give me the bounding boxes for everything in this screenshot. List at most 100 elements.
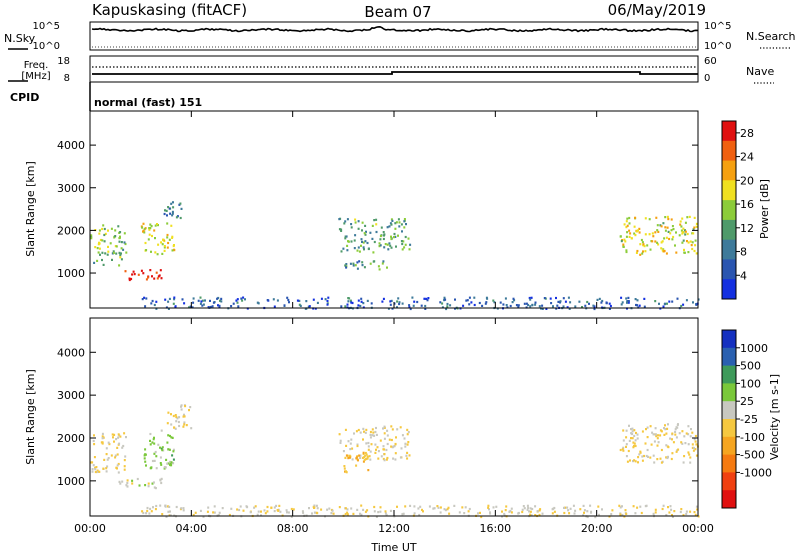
echo-cell xyxy=(111,252,114,255)
echo-cell xyxy=(654,511,657,514)
echo-cell xyxy=(338,218,341,221)
echo-cell xyxy=(112,250,115,253)
echo-cell xyxy=(396,428,399,431)
echo-cell xyxy=(534,303,537,306)
echo-cell xyxy=(590,511,592,514)
echo-cell xyxy=(409,307,412,311)
echo-cell xyxy=(339,441,342,444)
echo-cell xyxy=(692,301,694,304)
x-axis-label: Time UT xyxy=(370,541,416,554)
echo-cell xyxy=(119,231,122,234)
echo-cell xyxy=(144,484,147,487)
echo-cell xyxy=(150,510,153,513)
echo-cell xyxy=(501,510,503,513)
echo-cell xyxy=(666,456,669,460)
echo-cell xyxy=(98,232,101,235)
echo-cell xyxy=(555,307,558,310)
echo-cell xyxy=(148,227,151,230)
echo-cell xyxy=(185,424,188,427)
freq-panel: 18 8 Freq. [MHz] 60 0 Nave xyxy=(8,55,774,84)
echo-cell xyxy=(120,241,123,244)
power-x-ticks xyxy=(89,111,699,308)
echo-cell xyxy=(120,252,122,255)
echo-cell xyxy=(168,207,171,210)
echo-cell xyxy=(390,438,393,442)
echo-cell xyxy=(633,444,635,448)
echo-cell xyxy=(627,300,630,303)
echo-cell xyxy=(98,247,101,250)
echo-cell xyxy=(417,507,420,510)
echo-cell xyxy=(401,513,404,516)
echo-cell xyxy=(366,455,369,458)
echo-cell xyxy=(362,508,365,511)
echo-cell xyxy=(395,245,397,248)
echo-cell xyxy=(93,443,96,446)
echo-cell xyxy=(115,245,118,248)
echo-cell xyxy=(468,303,471,306)
echo-cell xyxy=(95,466,98,469)
echo-cell xyxy=(167,510,170,513)
echo-cell xyxy=(624,240,627,243)
echo-cell xyxy=(372,431,375,434)
echo-cell xyxy=(383,459,386,462)
echo-cell xyxy=(665,432,668,435)
echo-cell xyxy=(170,202,173,205)
echo-cell xyxy=(619,513,622,516)
echo-cell xyxy=(165,458,168,461)
echo-cell xyxy=(502,303,505,306)
echo-cell xyxy=(390,425,393,428)
echo-cell xyxy=(311,512,313,515)
echo-cell xyxy=(667,218,670,221)
echo-cell xyxy=(371,434,374,437)
cpid-text: normal (fast) 151 xyxy=(94,96,202,109)
echo-cell xyxy=(509,304,512,308)
echo-cell xyxy=(377,457,380,460)
echo-cell xyxy=(645,428,647,431)
echo-cell xyxy=(179,202,182,205)
echo-cell xyxy=(523,507,526,510)
echo-cell xyxy=(539,508,542,511)
echo-cell xyxy=(638,304,641,307)
echo-cell xyxy=(138,484,141,487)
echo-cell xyxy=(419,505,422,508)
echo-cell xyxy=(627,301,630,304)
echo-cell xyxy=(287,298,290,302)
echo-cell xyxy=(395,221,398,224)
echo-cell xyxy=(92,464,95,467)
echo-cell xyxy=(550,302,553,305)
echo-cell xyxy=(622,429,625,432)
echo-cell xyxy=(178,416,181,419)
echo-cell xyxy=(105,447,108,450)
echo-cell xyxy=(676,426,679,429)
echo-cell xyxy=(382,297,385,300)
echo-cell xyxy=(634,444,637,448)
echo-cell xyxy=(153,277,156,280)
x-tick-label: 00:00 xyxy=(682,522,714,535)
echo-cell xyxy=(118,480,121,483)
echo-cell xyxy=(119,482,122,485)
echo-cell xyxy=(241,299,244,302)
echo-cell xyxy=(209,299,211,302)
echo-cell xyxy=(326,508,329,511)
echo-cell xyxy=(363,430,365,433)
echo-cell xyxy=(653,461,656,464)
echo-cell xyxy=(117,436,120,439)
echo-cell xyxy=(209,305,212,309)
echo-cell xyxy=(242,296,245,299)
echo-cell xyxy=(661,240,664,243)
echo-cell xyxy=(582,514,585,517)
echo-cell xyxy=(253,506,256,509)
echo-cell xyxy=(328,507,331,510)
echo-cell xyxy=(298,299,301,302)
echo-region xyxy=(143,429,175,470)
echo-cell xyxy=(283,304,286,307)
echo-cell xyxy=(364,431,367,434)
echo-cell xyxy=(147,276,150,279)
echo-cell xyxy=(105,467,108,470)
echo-cell xyxy=(689,510,692,513)
echo-cell xyxy=(628,439,631,442)
echo-cell xyxy=(487,506,490,509)
echo-cell xyxy=(167,448,170,451)
echo-cell xyxy=(171,214,174,217)
